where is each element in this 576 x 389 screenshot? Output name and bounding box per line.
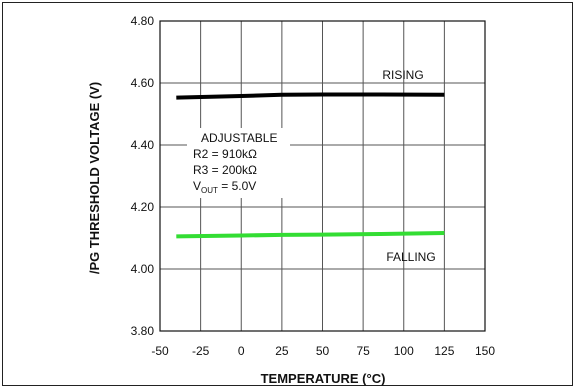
annotation-box: ADJUSTABLE R2 = 910kΩ R3 = 200kΩ VOUT = …	[187, 128, 290, 198]
x-axis-title: TEMPERATURE (°C)	[261, 371, 386, 386]
series-line-falling	[176, 231, 445, 239]
x-tick-label: 75	[356, 344, 370, 358]
x-tick-label: -50	[151, 344, 169, 358]
x-tick-label: 25	[275, 344, 289, 358]
vout-v: V	[193, 179, 201, 193]
y-tick-labels: 3.80 4.00 4.20 4.40 4.60 4.80	[131, 14, 155, 338]
y-tick-label: 4.00	[131, 262, 155, 276]
annotation-r3: R3 = 200kΩ	[193, 163, 257, 177]
y-tick-label: 4.80	[131, 14, 155, 28]
y-axis-title: /PG THRESHOLD VOLTAGE (V)	[87, 82, 102, 274]
annotation-title: ADJUSTABLE	[201, 131, 277, 145]
x-tick-label: 100	[394, 344, 414, 358]
vout-subscript: OUT	[201, 186, 218, 195]
y-tick-label: 3.80	[131, 324, 155, 338]
x-tick-label: 0	[238, 344, 245, 358]
y-tick-label: 4.20	[131, 200, 155, 214]
x-tick-label: -25	[192, 344, 210, 358]
falling-label: FALLING	[386, 250, 435, 264]
x-tick-label: 125	[434, 344, 454, 358]
y-tick-label: 4.40	[131, 138, 155, 152]
annotation-background	[187, 128, 290, 198]
x-tick-label: 150	[475, 344, 495, 358]
annotation-r2: R2 = 910kΩ	[193, 147, 257, 161]
vout-value: = 5.0V	[218, 179, 256, 193]
annotation-vout: VOUT = 5.0V	[193, 179, 256, 195]
x-tick-labels: -50 -25 0 25 50 75 100 125 150	[151, 344, 495, 358]
x-tick-label: 50	[316, 344, 330, 358]
series-lines	[176, 92, 445, 239]
y-tick-label: 4.60	[131, 76, 155, 90]
plot-border	[159, 20, 486, 332]
series-line-rising	[176, 92, 445, 100]
rising-label: RISING	[382, 68, 423, 82]
